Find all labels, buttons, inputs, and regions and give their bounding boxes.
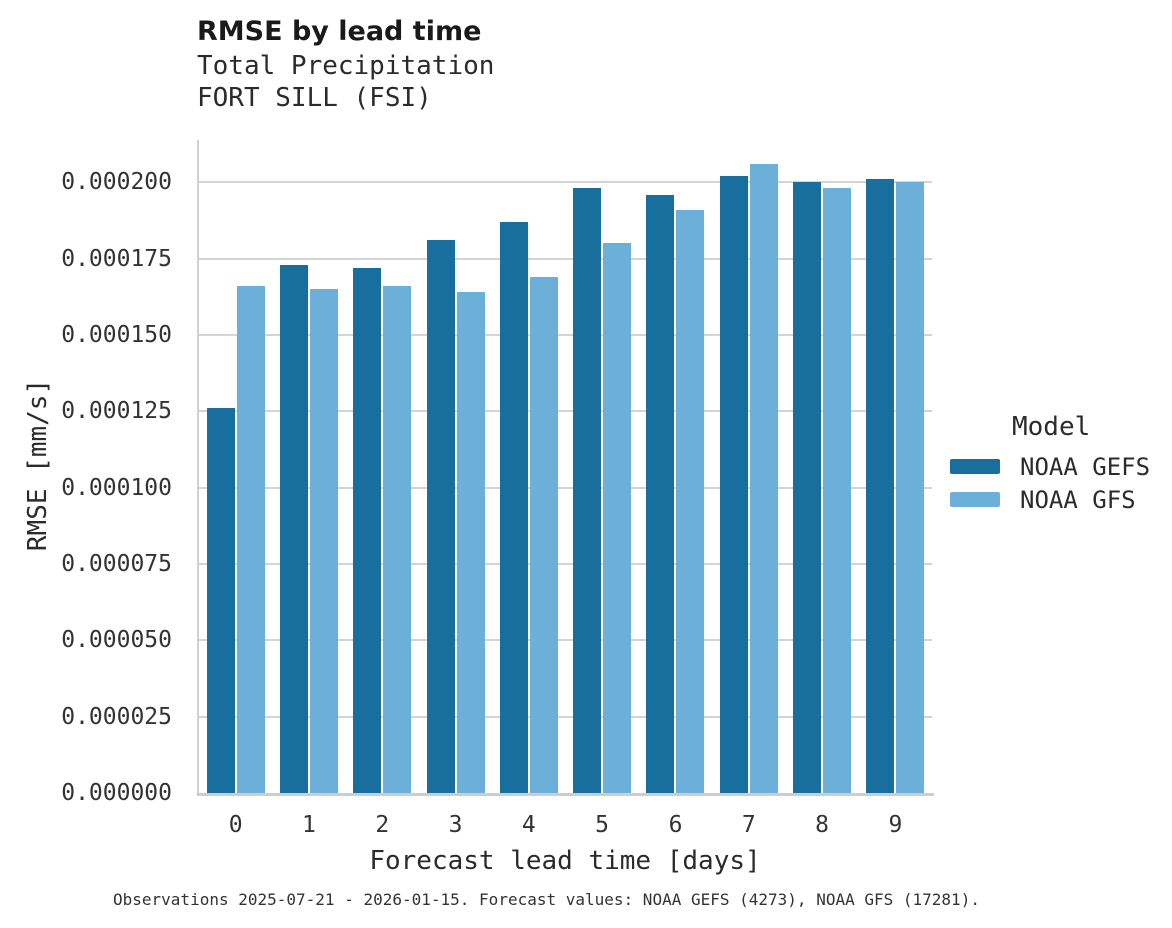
plot-area [199, 140, 932, 793]
bar-noaa-gfs-day-6 [676, 209, 705, 793]
x-tick-label-9: 9 [888, 812, 903, 838]
bar-noaa-gfs-day-1 [309, 289, 338, 793]
bar-noaa-gefs-day-3 [426, 240, 455, 793]
y-tick-label: 0.000000 [61, 780, 172, 806]
chart-subtitle-station: FORT SILL (FSI) [197, 83, 432, 113]
bar-noaa-gfs-day-2 [383, 286, 412, 793]
gridline-0.000100 [199, 486, 932, 489]
bar-noaa-gfs-day-4 [529, 277, 558, 793]
gridline-0.000050 [199, 639, 932, 642]
bar-noaa-gefs-day-2 [353, 267, 382, 793]
gridline-0.000150 [199, 333, 932, 336]
y-tick-label: 0.000200 [61, 169, 172, 196]
bar-noaa-gfs-day-3 [456, 292, 485, 793]
x-axis-spine [197, 793, 934, 796]
x-tick-label-7: 7 [741, 812, 756, 838]
x-axis-title: Forecast lead time [days] [369, 846, 761, 876]
legend-item-noaa-gfs: NOAA GFS [950, 483, 1150, 516]
legend-entries: NOAA GEFS NOAA GFS [950, 450, 1150, 516]
gridline-0.000200 [199, 181, 932, 184]
bar-noaa-gefs-day-1 [279, 264, 308, 793]
x-tick-label-0: 0 [228, 812, 243, 838]
bar-noaa-gefs-day-4 [499, 222, 528, 793]
legend-item-label: NOAA GFS [1020, 485, 1136, 514]
gridline-0.000025 [199, 715, 932, 718]
legend-swatch-noaa-gefs [950, 459, 1000, 474]
bar-noaa-gefs-day-9 [866, 179, 895, 793]
bar-noaa-gfs-day-8 [823, 188, 851, 793]
y-axis-spine [197, 140, 199, 796]
x-tick-label-5: 5 [595, 812, 610, 838]
x-tick-label-1: 1 [301, 812, 316, 838]
gridline-0.000075 [199, 562, 932, 565]
bar-noaa-gfs-day-0 [236, 286, 265, 793]
chart-subtitle-variable: Total Precipitation [197, 51, 495, 81]
bar-noaa-gefs-day-0 [206, 408, 235, 793]
legend-title: Model [1012, 412, 1091, 442]
bar-noaa-gefs-day-8 [793, 182, 821, 793]
chart-title: RMSE by lead time [197, 16, 482, 47]
legend-item-label: NOAA GEFS [1020, 452, 1151, 481]
gridline-0.000125 [199, 410, 932, 413]
y-tick-label: 0.000150 [61, 321, 172, 348]
bar-noaa-gfs-day-9 [896, 182, 925, 793]
legend-swatch-noaa-gfs [950, 492, 1000, 507]
bar-noaa-gefs-day-5 [573, 188, 602, 793]
y-tick-label: 0.000125 [61, 398, 172, 425]
x-tick-label-3: 3 [448, 812, 463, 838]
x-tick-label-8: 8 [815, 812, 829, 838]
y-tick-label: 0.000050 [61, 627, 172, 654]
bar-noaa-gfs-day-5 [603, 243, 632, 793]
bar-noaa-gfs-day-7 [749, 164, 778, 793]
legend: Model NOAA GEFS NOAA GFS [950, 412, 1150, 516]
y-tick-label: 0.000025 [61, 703, 172, 730]
bar-noaa-gefs-day-6 [646, 194, 675, 793]
x-tick-label-4: 4 [521, 812, 536, 838]
y-tick-label: 0.000100 [61, 474, 172, 501]
y-tick-label: 0.000075 [61, 550, 172, 577]
chart-caption: Observations 2025-07-21 - 2026-01-15. Fo… [113, 890, 980, 909]
gridline-0.000175 [199, 257, 932, 260]
y-tick-label: 0.000175 [61, 245, 172, 272]
x-tick-label-2: 2 [375, 812, 390, 838]
bar-noaa-gefs-day-7 [719, 176, 748, 793]
legend-item-noaa-gefs: NOAA GEFS [950, 450, 1150, 483]
x-tick-label-6: 6 [668, 812, 683, 838]
